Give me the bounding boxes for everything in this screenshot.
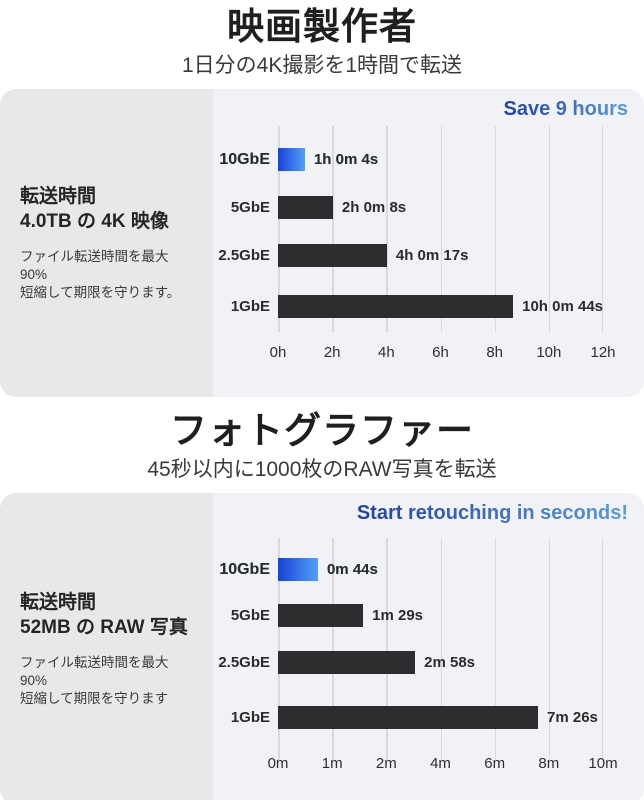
bar-5gbe xyxy=(278,196,333,219)
gridline xyxy=(548,126,551,332)
sidebar-heading-line1: 転送時間 xyxy=(20,592,97,613)
bar-10gbe xyxy=(278,148,305,171)
x-tick: 6h xyxy=(432,344,449,361)
gridline xyxy=(332,126,334,332)
sidebar-heading-line1: 転送時間 xyxy=(20,186,97,207)
bar-2-5gbe xyxy=(278,244,387,267)
gridline xyxy=(601,126,603,332)
sidebar-heading-line2: 4.0TB の 4K 映像 xyxy=(20,211,169,232)
x-tick: 2m xyxy=(375,755,397,772)
bar-row-5gbe: 5GbE 2h 0m 8s xyxy=(213,196,644,219)
sidebar-note-line1: ファイル転送時間を最大 90% xyxy=(20,249,169,282)
x-tick: 6m xyxy=(484,755,506,772)
bar-category-label: 5GbE xyxy=(230,199,270,216)
gridline xyxy=(494,538,497,760)
bar-category-label: 5GbE xyxy=(230,607,270,624)
section2-gridlines xyxy=(278,538,603,760)
bar-5gbe xyxy=(278,604,364,627)
x-tick: 12h xyxy=(590,344,616,361)
section1-sidebar: 転送時間 4.0TB の 4K 映像 ファイル転送時間を最大 90% 短縮して期… xyxy=(0,89,213,397)
bar-track: 4h 0m 17s xyxy=(278,244,603,267)
gridline xyxy=(440,538,442,760)
bar-value-label: 2m 58s xyxy=(424,654,476,671)
section2-sidebar-heading: 転送時間 52MB の RAW 写真 xyxy=(20,590,193,640)
bar-value-label: 0m 44s xyxy=(326,561,378,578)
gridline xyxy=(386,126,388,332)
x-tick: 8h xyxy=(486,344,503,361)
section1-x-axis: 0h 2h 4h 6h 8h 10h 12h xyxy=(270,344,616,364)
bar-value-label: 2h 0m 8s xyxy=(341,199,407,216)
x-tick: 4m xyxy=(430,755,451,772)
bar-value-label: 1h 0m 4s xyxy=(313,151,379,168)
bar-track: 1m 29s xyxy=(278,604,603,627)
sidebar-note-line2: 短縮して期限を守ります xyxy=(20,691,169,706)
bar-row-5gbe: 5GbE 1m 29s xyxy=(213,604,644,627)
bar-2-5gbe xyxy=(278,651,416,674)
sidebar-note-line1: ファイル転送時間を最大 90% xyxy=(20,655,169,688)
bar-1gbe xyxy=(278,706,538,729)
bar-row-2-5gbe: 2.5GbE 4h 0m 17s xyxy=(213,244,644,267)
gridline xyxy=(278,126,280,332)
bar-track: 10h 0m 44s xyxy=(278,295,603,318)
bar-track: 2h 0m 8s xyxy=(278,196,603,219)
x-tick: 4h xyxy=(377,344,395,361)
section1-sidebar-note: ファイル転送時間を最大 90% 短縮して期限を守ります。 xyxy=(20,248,193,302)
bar-row-1gbe: 1GbE 10h 0m 44s xyxy=(213,295,644,318)
bar-row-2-5gbe: 2.5GbE 2m 58s xyxy=(213,651,644,674)
bar-value-label: 10h 0m 44s xyxy=(522,298,603,315)
bar-value-label: 1m 29s xyxy=(372,607,424,624)
section2-x-axis: 0m 1m 2m 4m 6m 8m 10m xyxy=(268,755,618,775)
section2-subtitle: 45秒以内に1000枚のRAW写真を転送 xyxy=(147,458,497,481)
x-tick: 0m xyxy=(267,755,289,772)
section2-chart: Start retouching in seconds! 10GbE 0m 44… xyxy=(213,493,644,800)
x-tick: 10m xyxy=(588,755,618,772)
x-tick: 2h xyxy=(323,344,341,361)
bar-category-label: 2.5GbE xyxy=(218,247,270,264)
x-tick: 1m xyxy=(321,755,343,772)
section2-chart-headline: Start retouching in seconds! xyxy=(356,502,628,524)
bar-track: 7m 26s xyxy=(278,706,603,729)
gridline xyxy=(386,538,388,760)
bar-value-label: 4h 0m 17s xyxy=(395,247,469,264)
bar-row-10gbe: 10GbE 1h 0m 4s xyxy=(213,148,644,171)
section2-sidebar: 転送時間 52MB の RAW 写真 ファイル転送時間を最大 90% 短縮して期… xyxy=(0,493,213,800)
section2-sidebar-note: ファイル転送時間を最大 90% 短縮して期限を守ります xyxy=(20,654,193,708)
gridline xyxy=(494,126,497,332)
section1-sidebar-heading: 転送時間 4.0TB の 4K 映像 xyxy=(20,184,193,234)
bar-category-label: 1GbE xyxy=(230,709,270,726)
gridline xyxy=(548,538,551,760)
bar-track: 1h 0m 4s xyxy=(278,148,603,171)
section1-subtitle: 1日分の4K撮影を1時間で転送 xyxy=(181,54,463,77)
bar-category-label: 10GbE xyxy=(213,561,270,579)
bar-row-10gbe: 10GbE 0m 44s xyxy=(213,558,644,581)
bar-1gbe xyxy=(278,295,514,318)
gridline xyxy=(278,538,280,760)
gridline xyxy=(601,538,603,760)
x-tick: 0h xyxy=(269,344,287,361)
bar-10gbe xyxy=(278,558,318,581)
section1-chart-headline: Save 9 hours xyxy=(503,98,628,120)
bar-value-label: 7m 26s xyxy=(547,709,598,726)
section2-header: フォトグラファー 45秒以内に1000枚のRAW写真を転送 xyxy=(0,397,644,484)
gridline xyxy=(332,538,334,760)
section1-header: 映画製作者 1日分の4K撮影を1時間で転送 xyxy=(0,0,644,80)
sidebar-heading-line2: 52MB の RAW 写真 xyxy=(20,617,188,638)
bar-track: 0m 44s xyxy=(278,558,603,581)
section1-title: 映画製作者 xyxy=(227,6,417,47)
section1-chart: Save 9 hours 10GbE 1h 0m 4s 5GbE 2h 0m 8… xyxy=(213,89,644,397)
section2-panel: 転送時間 52MB の RAW 写真 ファイル転送時間を最大 90% 短縮して期… xyxy=(0,493,644,800)
x-tick: 10h xyxy=(536,344,562,361)
section1-gridlines xyxy=(278,126,603,332)
bar-category-label: 1GbE xyxy=(230,298,270,315)
gridline xyxy=(440,126,442,332)
section1-panel: 転送時間 4.0TB の 4K 映像 ファイル転送時間を最大 90% 短縮して期… xyxy=(0,89,644,397)
section2-title: フォトグラファー xyxy=(170,410,474,451)
bar-row-1gbe: 1GbE 7m 26s xyxy=(213,706,644,729)
bar-category-label: 10GbE xyxy=(213,151,270,169)
bar-track: 2m 58s xyxy=(278,651,603,674)
sidebar-note-line2: 短縮して期限を守ります。 xyxy=(20,285,181,300)
bar-category-label: 2.5GbE xyxy=(218,654,270,671)
x-tick: 8m xyxy=(538,755,560,772)
